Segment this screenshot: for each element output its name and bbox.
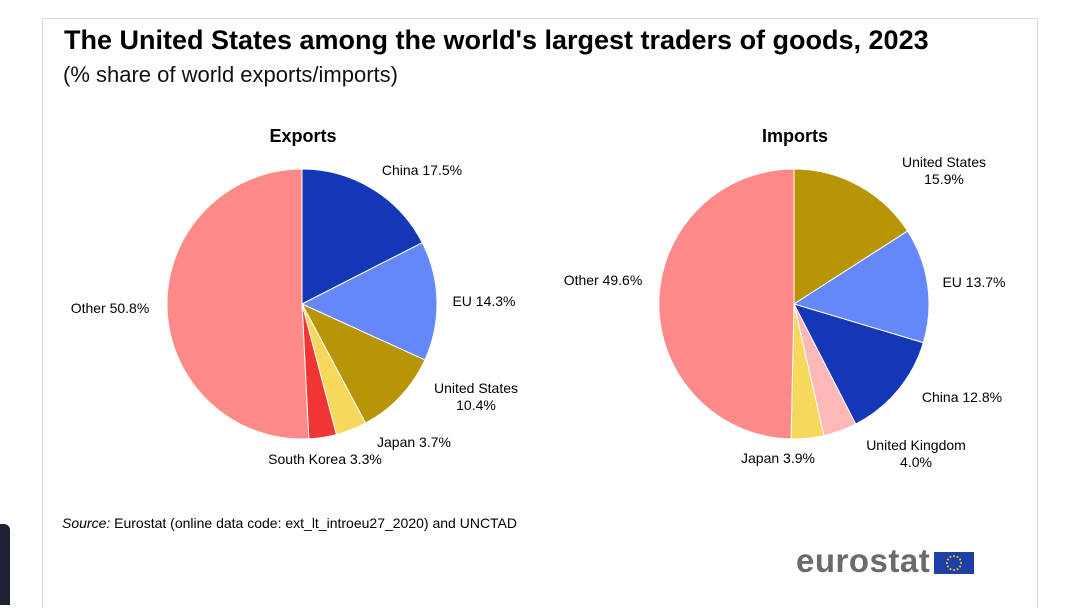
- eu-flag-icon: [934, 552, 975, 574]
- imports-slice-other: [658, 168, 795, 440]
- page-title: The United States among the world's larg…: [64, 25, 929, 55]
- logo-text: eurostat: [796, 542, 931, 579]
- exports-pie: China 17.5% EU 14.3% United States 10.4% Jap…: [71, 162, 518, 467]
- source-label: Source:: [62, 515, 111, 531]
- imports-label-united-kingdom: United Kingdom 4.0%: [866, 437, 966, 470]
- imports-pie: United States 15.9% EU 13.7% China 12.8% Uni…: [564, 154, 1006, 470]
- page-subtitle: (% share of world exports/imports): [63, 62, 398, 87]
- imports-label-china: China 12.8%: [922, 389, 1002, 405]
- exports-label-china: China 17.5%: [382, 162, 462, 178]
- exports-label-south-korea: South Korea 3.3%: [268, 451, 382, 467]
- exports-label-united-states: United States 10.4%: [434, 380, 518, 413]
- exports-slice-other: [166, 168, 310, 440]
- imports-label-japan: Japan 3.9%: [741, 450, 815, 466]
- exports-slice-china: [301, 168, 423, 305]
- side-panel-edge: [0, 524, 10, 605]
- exports-slice-eu: [300, 242, 438, 361]
- exports-chart-title: Exports: [269, 126, 337, 146]
- imports-label-united-states: United States 15.9%: [902, 154, 986, 187]
- source-text: Eurostat (online data code: ext_lt_intro…: [114, 515, 518, 531]
- eurostat-logo: eurostat: [796, 542, 975, 579]
- imports-label-eu: EU 13.7%: [942, 274, 1005, 290]
- exports-label-other: Other 50.8%: [71, 300, 150, 316]
- imports-slice-united-states: [793, 168, 909, 305]
- source-note: Source: Eurostat (online data code: ext_…: [62, 515, 517, 531]
- imports-slice-china: [793, 303, 924, 425]
- imports-slice-eu: [792, 230, 930, 344]
- exports-label-eu: EU 14.3%: [452, 293, 515, 309]
- exports-label-japan: Japan 3.7%: [377, 434, 451, 450]
- imports-label-other: Other 49.6%: [564, 272, 643, 288]
- imports-chart-title: Imports: [761, 126, 829, 146]
- exports-slice-united-states: [300, 302, 426, 424]
